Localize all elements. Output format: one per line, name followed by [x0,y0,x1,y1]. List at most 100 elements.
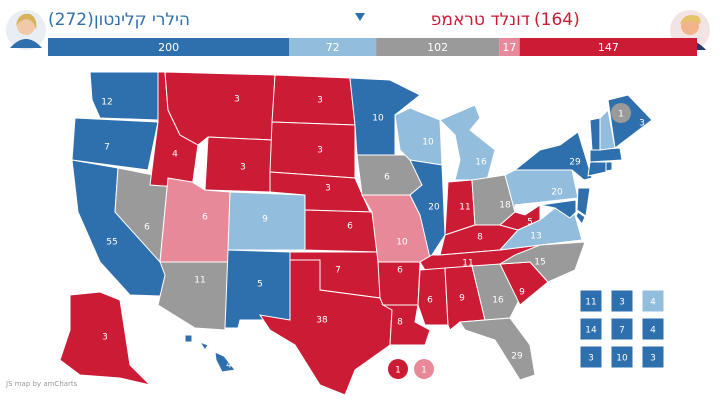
state [271,74,356,126]
state-box [579,345,603,369]
state [381,304,431,346]
state-votes: 9 [262,215,268,225]
bar-segment-label: 102 [427,41,448,54]
state-votes: 29 [511,352,523,362]
state [409,159,446,260]
state-votes: 11 [462,259,473,269]
state-votes: 38 [316,316,328,326]
small-state [575,211,586,225]
small-state [589,117,601,151]
state-box-votes: 4 [650,326,656,336]
state-votes: 11 [194,276,205,286]
state [258,259,393,396]
district-votes: 1 [395,366,401,376]
state [184,334,236,373]
state-votes: 6 [202,213,208,223]
state [204,136,273,193]
bar-segment [48,38,290,56]
state-votes: 3 [234,95,240,105]
state [439,104,496,181]
state-votes: 16 [475,158,487,168]
state-box-votes: 11 [585,298,596,308]
state-votes: 10 [422,138,434,148]
state-votes: 4 [226,361,232,371]
state-votes: 10 [396,238,408,248]
state-votes: 5 [527,218,533,228]
state-votes: 3 [325,184,331,194]
bar-segment-label: 17 [502,41,516,54]
small-state-boxes: 11 3 414 7 43 10 311 1 [388,103,665,379]
right-name: דונלד טראמפ [431,10,530,30]
state-votes: 7 [335,266,341,276]
credit: JS map by amCharts [5,380,78,388]
state-box-votes: 10 [616,354,628,364]
state-votes: 3 [317,146,323,156]
state [349,77,421,156]
state [89,71,159,121]
state-box [610,345,634,369]
right-total: (164) [534,10,580,30]
state-box-votes: 14 [585,326,597,336]
small-state [576,187,591,217]
left-total: (272) [48,10,94,30]
state-box [641,289,665,313]
state-votes: 5 [257,280,263,290]
state-box [579,289,603,313]
state-votes: 7 [104,143,110,153]
bar-segment-label: 200 [158,41,179,54]
small-state [599,108,616,151]
state-votes: 20 [551,188,563,198]
state [459,317,536,381]
state-votes: 3 [639,119,645,129]
district [611,103,631,123]
state-votes: 3 [240,163,246,173]
state-votes: 11 [459,203,470,213]
state-votes: 9 [519,288,525,298]
state-votes: 29 [569,158,581,168]
state-votes: 8 [477,233,483,243]
state-box [610,289,634,313]
state-box [641,317,665,341]
district-votes: 1 [421,366,427,376]
vote-bar: 200 72 102 17 147 [48,38,697,56]
bar-segment-label: 72 [326,41,340,54]
state-votes: 4 [172,150,178,160]
midpoint-marker [355,13,365,21]
state-box-votes: 4 [650,298,656,308]
state-votes: 6 [384,173,390,183]
state-box-votes: 3 [619,298,625,308]
state [164,71,276,146]
state-votes: 6 [144,223,150,233]
state-box [579,317,603,341]
state-votes: 9 [459,294,465,304]
state-box [610,317,634,341]
state [498,207,583,251]
small-state [605,161,613,172]
state [59,291,152,386]
district [388,359,408,379]
state [417,267,449,326]
state-votes: 10 [372,114,384,124]
state [607,94,653,149]
state [513,131,593,181]
bar-segment-label: 147 [598,41,619,54]
state-votes: 6 [347,222,353,232]
state [269,121,356,179]
state-votes: 8 [397,318,403,328]
state-box-votes: 3 [650,354,656,364]
state-votes: 3 [102,333,108,343]
left-name: הילרי קלינטון [94,10,190,30]
state-votes: 12 [101,98,112,108]
district-votes: 1 [618,110,624,120]
state-box-votes: 3 [588,354,594,364]
bar-segment [499,38,520,56]
state-box [641,345,665,369]
state-votes: 13 [530,232,541,242]
state-votes: 20 [428,203,440,213]
small-state [539,199,577,219]
state-votes: 6 [397,266,403,276]
state-votes: 16 [492,296,504,306]
state-votes: 18 [499,201,511,211]
state [304,209,379,253]
